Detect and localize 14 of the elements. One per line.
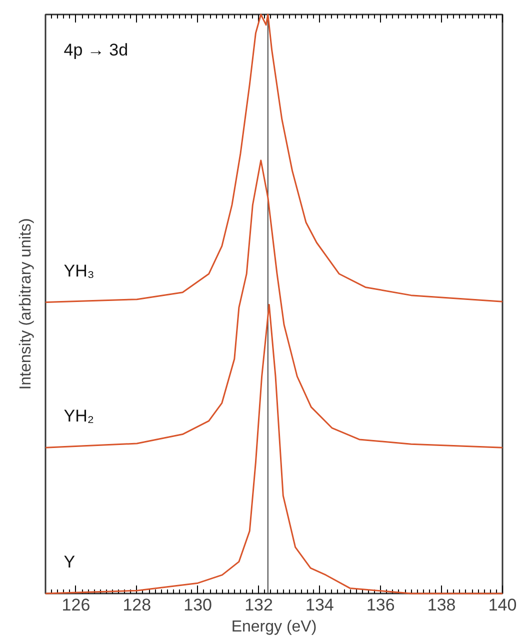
series-label: Y xyxy=(64,552,76,572)
x-tick-label: 132 xyxy=(244,596,273,614)
x-tick-label: 128 xyxy=(122,596,152,614)
series-label: YH₂ xyxy=(64,406,94,426)
y-axis-title: Intensity (arbitrary units) xyxy=(18,218,34,390)
x-tick-label: 134 xyxy=(306,596,334,614)
x-tick-label: 138 xyxy=(427,596,456,614)
x-tick-label: 126 xyxy=(62,596,90,614)
x-axis-title: Energy (eV) xyxy=(231,618,317,636)
x-tick-label: 136 xyxy=(366,596,395,614)
x-tick-label: 130 xyxy=(184,596,212,614)
series-label: YH₃ xyxy=(64,261,94,280)
annotation: 4p → 3d xyxy=(64,40,128,60)
x-tick-label: 140 xyxy=(488,596,517,614)
